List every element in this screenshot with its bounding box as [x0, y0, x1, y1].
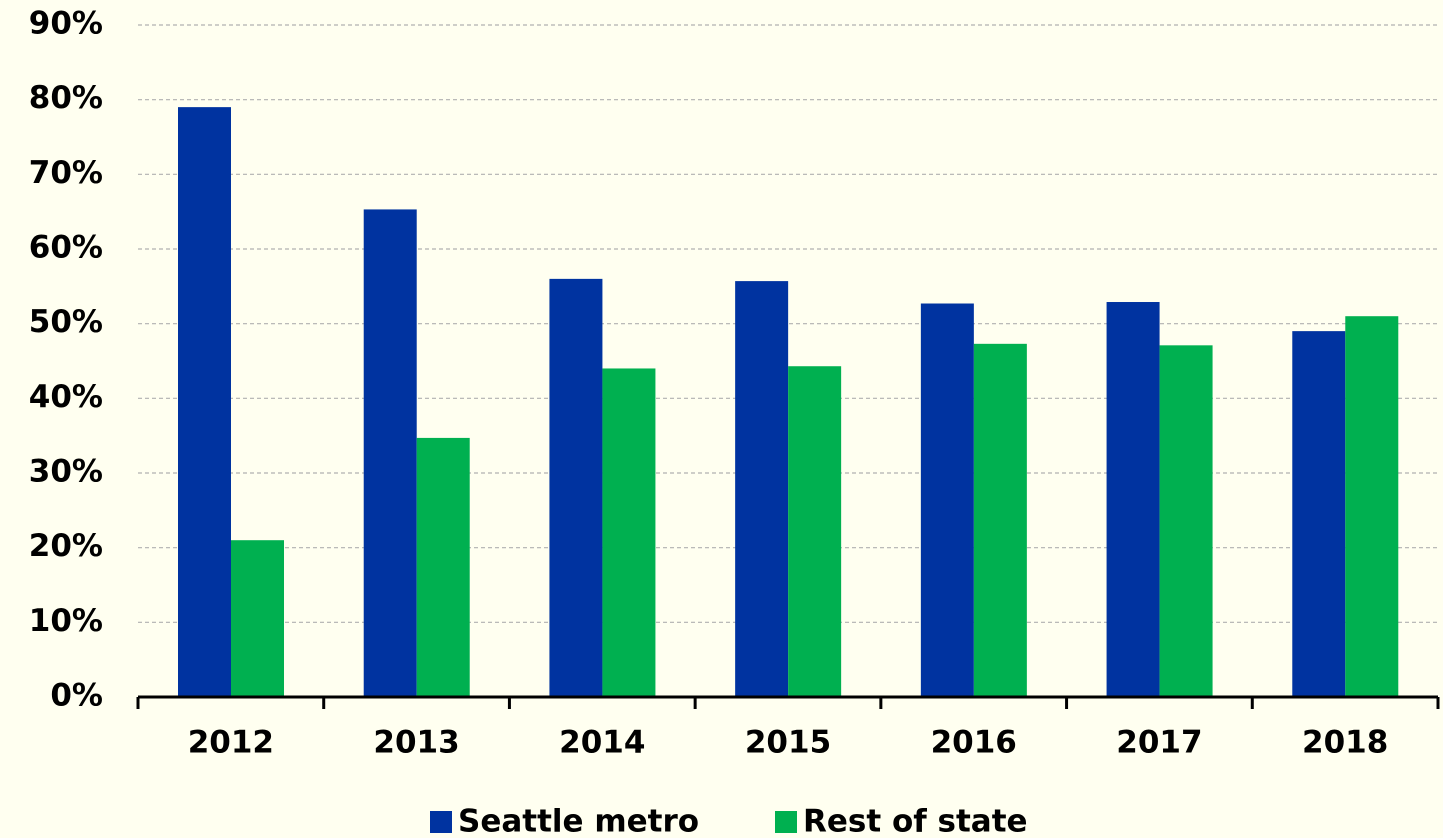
x-tick-label: 2017 [1116, 725, 1202, 761]
y-tick-label: 50% [29, 304, 103, 340]
bar [231, 540, 284, 697]
bar [363, 209, 417, 697]
y-tick-label: 40% [29, 379, 103, 415]
x-tick-label: 2012 [188, 725, 274, 761]
y-tick-label: 80% [29, 80, 103, 116]
bar [1292, 331, 1346, 697]
bar [788, 366, 842, 697]
y-tick-label: 0% [50, 678, 103, 714]
legend-swatch [430, 811, 452, 833]
y-tick-label: 30% [29, 454, 103, 490]
bar [920, 303, 974, 697]
bar [602, 368, 656, 697]
y-tick-label: 70% [29, 155, 103, 191]
bar [1159, 345, 1213, 697]
bar [549, 278, 603, 697]
bar [416, 437, 470, 697]
bar [1106, 302, 1160, 697]
legend-label: Rest of state [803, 804, 1028, 838]
x-tick-label: 2016 [931, 725, 1017, 761]
legend-swatch [775, 811, 797, 833]
y-tick-label: 60% [29, 230, 103, 266]
bar [1345, 316, 1399, 697]
x-tick-label: 2018 [1302, 725, 1388, 761]
y-tick-label: 20% [29, 528, 103, 564]
bar [735, 281, 789, 697]
x-tick-label: 2015 [745, 725, 831, 761]
y-tick-label: 10% [29, 603, 103, 639]
x-tick-label: 2014 [559, 725, 645, 761]
bar [973, 343, 1027, 697]
y-tick-label: 90% [29, 6, 103, 42]
x-tick-label: 2013 [373, 725, 459, 761]
legend-label: Seattle metro [458, 804, 699, 838]
bar [178, 107, 231, 698]
